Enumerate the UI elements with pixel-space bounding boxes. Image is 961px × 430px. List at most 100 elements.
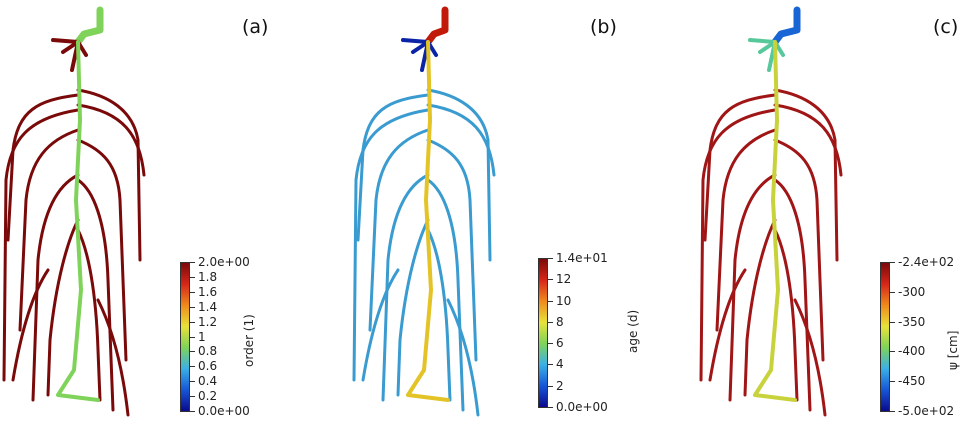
colorbar-tickmark: [548, 279, 553, 281]
colorbar-title: order (1): [242, 314, 256, 367]
lateral-root: [773, 88, 839, 262]
colorbar-tickmark: [190, 336, 195, 338]
root-upper-branch: [51, 38, 88, 72]
colorbar-gradient: [880, 262, 890, 412]
taproot: [406, 40, 450, 402]
colorbar-tickmark: [890, 381, 895, 383]
colorbar-tick-label: 4: [556, 357, 564, 372]
root-architecture-render: [352, 6, 496, 417]
root-stem: [424, 6, 449, 46]
colorbar-tick-label: -350: [898, 314, 926, 329]
root-stem: [771, 6, 801, 46]
panel-label: (c): [933, 16, 959, 38]
lateral-root: [76, 103, 146, 177]
lateral-root: [368, 128, 430, 332]
colorbar-tick-label: 0.0e+00: [198, 404, 250, 418]
colorbar-tickmark: [548, 364, 553, 366]
panel-water-potential: (c) -2.4e+02 -300 -350 -400 -450 -5.0e+02 ψ [c…: [640, 0, 960, 430]
panel-order: (a) 2.0e+00 1.8 1.6 1.4 1.2 1 0.8 0.6 0.4 0.2 0.0e…: [0, 0, 320, 430]
colorbar-tick-label: 2.0e+00: [198, 255, 250, 269]
lateral-root: [426, 138, 478, 362]
colorbar-tick-label: 1.8: [198, 269, 218, 284]
colorbar-tick-label: 8: [556, 314, 564, 329]
lateral-root: [361, 268, 400, 382]
colorbar-tickmark: [190, 276, 195, 278]
colorbar-tick-label: 10: [556, 293, 572, 308]
lateral-root: [773, 178, 812, 412]
taproot: [56, 40, 100, 402]
colorbar-tickmark: [190, 291, 195, 293]
lateral-root: [46, 218, 80, 397]
colorbar-tick-label: 0.0e+00: [556, 400, 608, 414]
lateral-root: [31, 173, 80, 402]
lateral-root: [356, 93, 430, 242]
colorbar-tickmark: [890, 411, 895, 412]
root-upper-branch: [401, 38, 438, 72]
colorbar-tickmark: [190, 262, 195, 263]
lateral-root: [11, 268, 50, 382]
colorbar-tick-label: -400: [898, 344, 926, 359]
lateral-root: [743, 218, 777, 397]
colorbar-tick-label: 12: [556, 272, 572, 287]
colorbar-tick-label: 0.8: [198, 344, 218, 359]
colorbar-tick-label: 0.2: [198, 389, 218, 404]
lateral-root: [773, 138, 825, 362]
colorbar-tickmark: [190, 351, 195, 353]
colorbar-tickmark: [190, 306, 195, 308]
colorbar-gradient: [538, 258, 548, 408]
colorbar-tickmark: [190, 411, 195, 412]
colorbar-tick-label: -2.4e+02: [898, 255, 955, 269]
colorbar-tick-label: -5.0e+02: [898, 404, 955, 418]
colorbar-tickmark: [548, 258, 553, 259]
lateral-root: [396, 218, 430, 397]
colorbar-tick-label: 1.4: [198, 299, 218, 314]
panel-age: (b) 1.4e+01 12 10 8 6 4 2 0.0e+00 age (d): [320, 0, 640, 430]
root-architecture-render: [699, 6, 843, 417]
colorbar-tick-label: -450: [898, 374, 926, 389]
colorbar-title: ψ [cm]: [946, 330, 960, 370]
colorbar: -2.4e+02 -300 -350 -400 -450 -5.0e+02 ψ [cm]: [880, 256, 960, 422]
colorbar-tickmark: [190, 396, 195, 398]
colorbar-gradient: [180, 262, 190, 412]
root-stem: [74, 6, 104, 46]
lateral-root: [773, 228, 799, 402]
root-architecture-render: [2, 6, 146, 417]
colorbar: 2.0e+00 1.8 1.6 1.4 1.2 1 0.8 0.6 0.4 0.2 0.0e+00 o…: [180, 256, 300, 422]
lateral-root: [6, 93, 80, 242]
colorbar-tick-label: 6: [556, 336, 564, 351]
lateral-root: [426, 103, 496, 177]
lateral-root: [426, 228, 452, 402]
colorbar-tick-label: 0.4: [198, 374, 218, 389]
colorbar-tickmark: [890, 262, 895, 263]
lateral-root: [446, 298, 480, 417]
colorbar-tickmark: [890, 291, 895, 293]
colorbar-tickmark: [548, 343, 553, 345]
colorbar-tickmark: [548, 407, 553, 408]
colorbar-tickmark: [190, 366, 195, 368]
lateral-root: [793, 298, 827, 417]
panel-label: (a): [242, 16, 269, 38]
lateral-root: [728, 173, 777, 402]
lateral-root: [426, 88, 492, 262]
lateral-root: [76, 178, 115, 412]
lateral-root: [773, 103, 843, 177]
colorbar-tick-label: 0.6: [198, 359, 218, 374]
lateral-root: [352, 108, 430, 382]
colorbar-tickmark: [190, 321, 195, 323]
lateral-root: [76, 228, 102, 402]
colorbar-tickmark: [548, 321, 553, 323]
colorbar-tickmark: [548, 300, 553, 302]
lateral-root: [381, 173, 430, 402]
lateral-root: [426, 178, 465, 412]
colorbar-tickmark: [890, 351, 895, 353]
panel-label: (b): [590, 16, 617, 38]
colorbar-tick-label: 1.2: [198, 314, 218, 329]
lateral-root: [18, 128, 80, 332]
lateral-root: [703, 93, 777, 242]
colorbar-tick-label: 1.4e+01: [556, 251, 608, 265]
colorbar-tick-label: -300: [898, 284, 926, 299]
colorbar-title: age (d): [626, 309, 640, 353]
lateral-root: [2, 108, 80, 382]
taproot: [753, 40, 797, 402]
lateral-root: [76, 138, 128, 362]
